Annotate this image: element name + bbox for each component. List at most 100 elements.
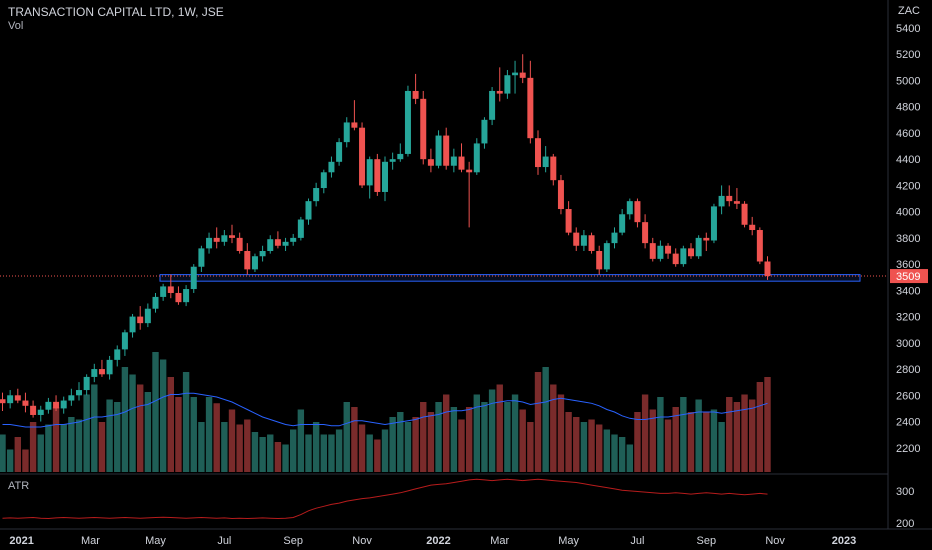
- volume-bar: [718, 422, 725, 472]
- candle-body: [450, 156, 457, 166]
- volume-bar: [366, 434, 373, 472]
- volume-bar: [496, 384, 503, 472]
- candle-body: [695, 237, 702, 257]
- candle-body: [580, 235, 587, 246]
- volume-bar: [611, 434, 618, 472]
- candle-body: [710, 206, 717, 241]
- candle-body: [496, 90, 503, 94]
- volume-bar: [6, 449, 14, 472]
- candle-body: [703, 237, 710, 241]
- candle-body: [60, 400, 67, 409]
- atr-label: ATR: [8, 480, 30, 492]
- time-tick-label: Nov: [765, 535, 785, 547]
- candle-body: [596, 251, 603, 270]
- volume-bar: [733, 402, 741, 472]
- volume-bar: [680, 397, 687, 472]
- volume-bar: [45, 424, 52, 472]
- time-tick-label: May: [145, 535, 166, 547]
- volume-bar: [764, 377, 771, 472]
- volume-bar: [328, 434, 335, 472]
- volume-bar: [450, 407, 458, 472]
- volume-bar: [427, 412, 435, 472]
- candle-body: [427, 159, 434, 166]
- candle-body: [458, 156, 465, 170]
- volume-bar: [687, 412, 695, 472]
- candle-body: [366, 159, 373, 186]
- time-tick-label: Mar: [81, 535, 100, 547]
- volume-bar: [129, 374, 136, 472]
- candle-body: [718, 195, 725, 207]
- volume-bar: [557, 394, 565, 472]
- volume-bar: [550, 384, 557, 472]
- time-tick-label: 2022: [426, 535, 450, 547]
- volume-bar: [152, 352, 159, 472]
- candle-body: [565, 209, 572, 233]
- time-tick-label: Sep: [283, 535, 303, 547]
- volume-bar: [473, 394, 480, 472]
- candle-body: [404, 90, 411, 154]
- candle-body: [557, 180, 564, 210]
- last-price-tag: [890, 269, 928, 284]
- volume-bar: [504, 402, 511, 472]
- volume-bar: [358, 424, 366, 472]
- candle-body: [91, 369, 98, 377]
- volume-bar: [596, 424, 603, 472]
- volume-bar: [0, 434, 6, 472]
- volume-bar: [381, 429, 389, 472]
- candle-body: [83, 376, 90, 391]
- volume-bar: [60, 424, 67, 472]
- volume-bar: [565, 412, 572, 472]
- volume-bar: [68, 417, 75, 472]
- candle-body: [619, 214, 626, 233]
- candle-body: [519, 72, 526, 78]
- volume-bar: [488, 389, 496, 472]
- volume-bar: [83, 394, 90, 472]
- volume-bar: [244, 419, 251, 472]
- price-tick-label: 5400: [896, 23, 920, 35]
- volume-bar: [267, 434, 274, 472]
- candle-body: [236, 237, 243, 251]
- volume-bar: [251, 432, 259, 472]
- candle-body: [764, 261, 771, 277]
- volume-bar: [114, 402, 121, 472]
- time-tick-label: Sep: [697, 535, 717, 547]
- volume-bar: [159, 359, 167, 472]
- volume-bar: [626, 444, 633, 472]
- price-tick-label: 2800: [896, 364, 920, 376]
- price-tick-label: 2400: [896, 417, 920, 429]
- volume-bar: [282, 444, 289, 472]
- volume-bar: [618, 437, 626, 472]
- atr-tick-label: 300: [896, 486, 914, 498]
- volume-bar: [749, 399, 756, 472]
- candle-body: [98, 369, 105, 375]
- volume-bar: [305, 434, 312, 472]
- volume-bar: [588, 419, 595, 472]
- candle-body: [37, 409, 44, 415]
- candle-body: [527, 77, 534, 139]
- candle-body: [642, 222, 649, 244]
- time-tick-label: Mar: [490, 535, 509, 547]
- candle-body: [389, 159, 396, 162]
- candle-body: [741, 203, 748, 225]
- price-tick-label: 5200: [896, 49, 920, 61]
- price-tick-label: 2600: [896, 390, 920, 402]
- volume-bar: [14, 437, 21, 472]
- volume-bar: [312, 422, 320, 472]
- candle-body: [611, 232, 618, 244]
- candle-body: [68, 395, 75, 401]
- volume-bar: [420, 402, 427, 472]
- candle-body: [229, 235, 235, 238]
- candle-body: [443, 135, 450, 166]
- price-tick-label: 5000: [896, 75, 920, 87]
- volume-bar: [144, 392, 152, 472]
- candle-body: [30, 405, 37, 415]
- candle-body: [45, 401, 52, 410]
- volume-bar: [374, 439, 381, 472]
- candle-body: [435, 135, 442, 166]
- volume-bar: [458, 419, 465, 472]
- candle-body: [320, 172, 327, 189]
- candle-body: [343, 122, 350, 143]
- candle-body: [374, 159, 381, 192]
- volume-bar: [756, 382, 764, 472]
